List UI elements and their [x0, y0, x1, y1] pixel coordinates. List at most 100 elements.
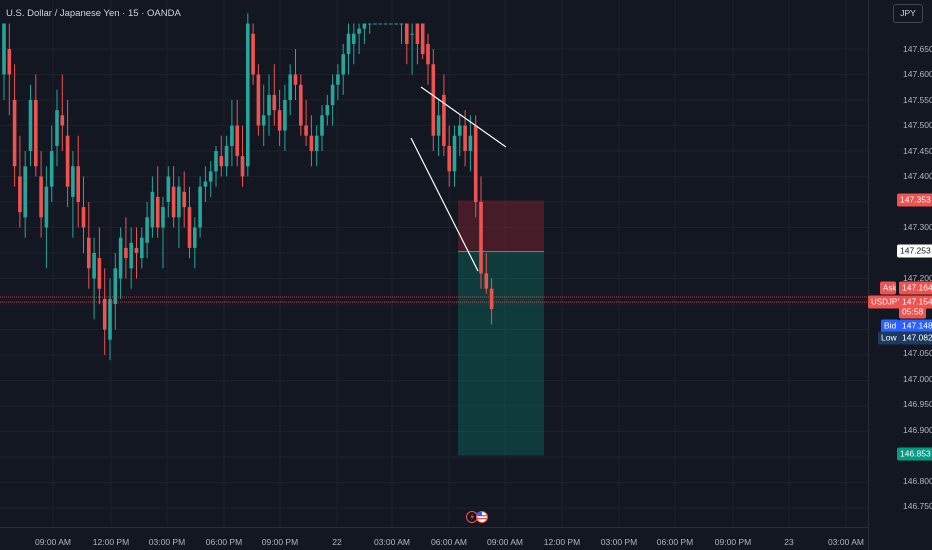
time-tick-label: 12:00 PM — [92, 537, 130, 547]
candle-body — [420, 23, 425, 55]
candle-body — [452, 135, 457, 172]
time-axis[interactable]: 09:00 AM 12:00 PM 03:00 PM 06:00 PM 09:00 PM… — [0, 527, 868, 550]
stop-loss-price-tag: 147.353 — [897, 193, 932, 207]
candle-body — [447, 145, 451, 172]
candle-body — [362, 23, 367, 29]
bar-countdown: 05:58 — [899, 305, 927, 319]
candle-body — [251, 33, 255, 75]
candle-body — [320, 115, 324, 136]
time-tick-label: 22 — [332, 537, 342, 547]
short-position-tool[interactable] — [458, 200, 544, 456]
candle-body — [224, 145, 229, 167]
candle-body — [182, 191, 186, 208]
price-tick-label: 147.450 — [903, 146, 932, 156]
candle-body — [150, 191, 155, 228]
candle-body — [357, 28, 361, 34]
candle-body — [442, 94, 446, 146]
candle-body — [484, 273, 489, 289]
time-tick-label: 09:00 AM — [35, 537, 71, 547]
candle-body — [431, 64, 436, 136]
price-tick-label: 147.300 — [903, 222, 932, 232]
candle-body — [473, 125, 478, 202]
currency-button[interactable]: JPY — [893, 4, 923, 23]
candle-body — [177, 186, 181, 218]
take-profit-zone[interactable] — [458, 251, 544, 456]
time-tick-label: 06:00 AM — [431, 537, 467, 547]
candle-body — [140, 237, 144, 259]
price-tick-label: 147.200 — [903, 273, 932, 283]
stop-loss-zone[interactable] — [458, 200, 544, 252]
candle-body — [71, 166, 75, 197]
price-tick-label: 147.050 — [903, 348, 932, 358]
candle-body — [235, 125, 239, 157]
price-tick-label: 146.800 — [903, 476, 932, 486]
candle-body — [378, 23, 383, 25]
candle-body — [415, 23, 420, 44]
candle-body — [367, 23, 372, 25]
candle-body — [479, 202, 483, 274]
candle-body — [39, 176, 43, 218]
candle-body — [81, 207, 86, 228]
candlestick-chart[interactable] — [0, 0, 868, 527]
candle-body — [458, 125, 462, 136]
flash-flag-icon[interactable] — [466, 510, 490, 524]
trendline-lower[interactable] — [410, 137, 479, 272]
candle-body — [76, 166, 80, 202]
candle-body — [277, 110, 282, 131]
candle-body — [336, 74, 340, 85]
candle-body — [92, 253, 96, 279]
candle-body — [134, 247, 139, 253]
candle-body — [219, 156, 224, 167]
candle-body — [214, 151, 218, 172]
candle-body — [463, 125, 467, 151]
time-tick-label: 09:00 PM — [714, 537, 752, 547]
candle-body — [341, 54, 345, 75]
time-tick-label: 09:00 PM — [261, 537, 299, 547]
candle-body — [256, 74, 261, 126]
candle-body — [208, 171, 213, 182]
candle-body — [288, 74, 292, 100]
candle-body — [145, 217, 149, 243]
last-price-tag: 147.154 — [899, 295, 932, 309]
candle-body — [65, 135, 70, 187]
candle-body — [198, 186, 202, 228]
candle-body — [426, 43, 430, 65]
candle-body — [44, 186, 49, 228]
candle-body — [18, 176, 22, 213]
candle-body — [87, 237, 91, 269]
low-label: Low — [878, 331, 900, 345]
price-tick-label: 147.400 — [903, 171, 932, 181]
candle-body — [55, 110, 59, 146]
entry-price-tag: 147.253 — [897, 244, 932, 258]
time-tick-label: 06:00 PM — [205, 537, 243, 547]
symbol-title[interactable]: U.S. Dollar / Japanese Yen · 15 · OANDA — [6, 8, 181, 19]
candle-body — [23, 166, 27, 218]
price-tick-label: 147.500 — [903, 120, 932, 130]
time-tick-label: 09:00 AM — [487, 537, 523, 547]
candle-body — [399, 23, 404, 25]
candle-body — [113, 268, 118, 304]
candle-body — [187, 207, 192, 248]
candle-body — [261, 115, 266, 126]
bid-price-tag: 147.148 — [899, 319, 932, 333]
candle-body — [240, 156, 245, 177]
ask-label: Ask — [880, 281, 896, 295]
candles — [2, 13, 494, 361]
candle-body — [171, 186, 176, 218]
candle-body — [405, 23, 409, 44]
candle-body — [309, 135, 314, 151]
price-scale[interactable]: 147.650 147.600 147.550 147.500 147.450 147.4… — [868, 0, 932, 550]
chart-plot-area[interactable]: U.S. Dollar / Japanese Yen · 15 · OANDA — [0, 0, 868, 527]
trendlines[interactable] — [410, 86, 507, 272]
candle-body — [108, 298, 112, 340]
candle-body — [129, 242, 133, 269]
candle-body — [155, 196, 160, 228]
trendline-upper[interactable] — [420, 86, 507, 148]
time-tick-label: 03:00 PM — [600, 537, 638, 547]
candle-body — [283, 100, 287, 131]
price-tick-label: 147.650 — [903, 44, 932, 54]
price-tick-label: 146.750 — [903, 501, 932, 511]
price-tick-label: 146.900 — [903, 425, 932, 435]
target-price-tag: 146.853 — [897, 447, 932, 461]
time-tick-label: 12:00 PM — [543, 537, 581, 547]
